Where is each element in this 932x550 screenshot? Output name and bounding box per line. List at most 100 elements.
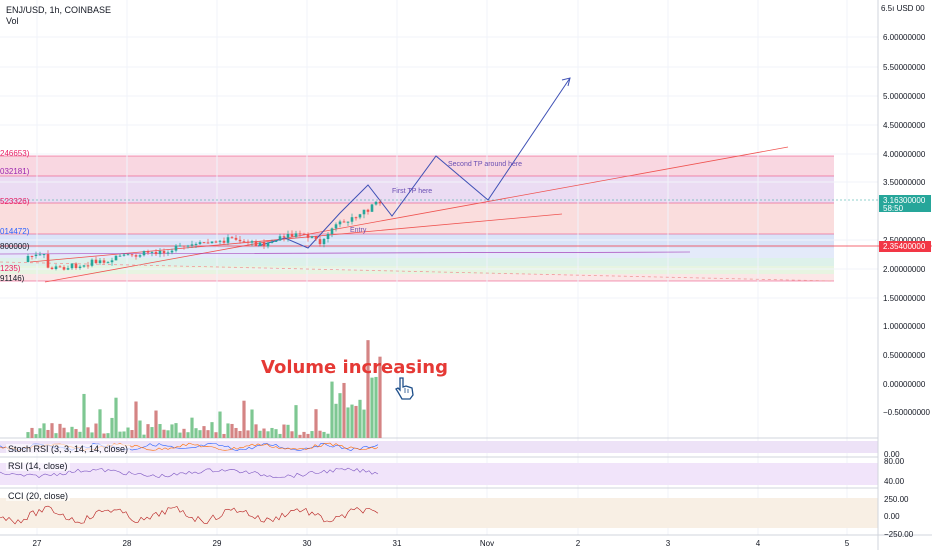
candle-body bbox=[258, 242, 262, 247]
candle-body bbox=[126, 254, 130, 256]
volume-bar bbox=[222, 433, 226, 438]
candle-body bbox=[338, 221, 342, 225]
candle-body bbox=[178, 245, 182, 247]
candle-body bbox=[170, 250, 174, 253]
stoch-rsi-label[interactable]: Stoch RSI (3, 3, 14, 14, close) bbox=[6, 444, 131, 454]
volume-bar bbox=[246, 430, 250, 438]
cci-tick-neg250: −250.00 bbox=[884, 530, 914, 539]
volume-bar bbox=[178, 432, 182, 438]
volume-bar bbox=[126, 427, 130, 438]
volume-label: Vol bbox=[6, 16, 19, 26]
candle-body bbox=[206, 242, 210, 244]
candle-body bbox=[66, 268, 70, 270]
volume-bar bbox=[46, 429, 50, 438]
candle-body bbox=[166, 252, 170, 254]
candle-body bbox=[30, 255, 34, 257]
volume-bar bbox=[354, 405, 358, 438]
level-label-2: 032181) bbox=[0, 167, 30, 176]
cci-line bbox=[0, 505, 379, 525]
projection-arrowhead bbox=[561, 77, 571, 87]
candle-body bbox=[146, 251, 150, 253]
price-tick: 2.50000000 bbox=[883, 236, 926, 245]
countdown-value: 58:50 bbox=[883, 204, 904, 213]
rsi-tick-80: 80.00 bbox=[884, 457, 905, 466]
time-tick: 30 bbox=[303, 539, 312, 548]
volume-bar bbox=[238, 430, 242, 438]
candle-body bbox=[158, 250, 162, 255]
cci-label[interactable]: CCI (20, close) bbox=[6, 491, 71, 501]
rsi-line bbox=[0, 467, 379, 479]
volume-bar bbox=[58, 423, 62, 438]
price-tick: 5.00000000 bbox=[883, 92, 926, 101]
candle-body bbox=[354, 217, 358, 219]
volume-bar bbox=[198, 430, 202, 438]
trendline-flat[interactable] bbox=[0, 251, 691, 255]
volume-bar bbox=[250, 409, 254, 438]
current-price-badge bbox=[879, 195, 931, 212]
volume-bar bbox=[274, 429, 278, 438]
candle-body bbox=[230, 237, 234, 239]
volume-bar bbox=[130, 430, 134, 438]
volume-bar bbox=[110, 417, 114, 438]
volume-bar bbox=[230, 423, 234, 438]
rsi-tick-40: 40.00 bbox=[884, 477, 905, 486]
candle-body bbox=[250, 241, 254, 243]
volume-bar bbox=[338, 393, 342, 438]
volume-bar bbox=[142, 434, 146, 438]
zone-red bbox=[0, 203, 834, 234]
volume-bar bbox=[358, 399, 362, 438]
volume-bar bbox=[294, 405, 298, 438]
candle-body bbox=[298, 233, 302, 235]
candle-body bbox=[310, 236, 314, 238]
volume-bar bbox=[374, 376, 378, 438]
chart-symbol-title: ENJ/USD, 1h, COINBASE bbox=[6, 5, 112, 15]
rsi-label[interactable]: RSI (14, close) bbox=[6, 461, 70, 471]
candle-body bbox=[62, 267, 66, 270]
pointing-hand-icon bbox=[395, 377, 414, 400]
volume-bar bbox=[290, 431, 294, 438]
volume-bar bbox=[54, 433, 58, 438]
candle-body bbox=[86, 265, 90, 267]
volume-bar bbox=[314, 409, 318, 438]
price-tick: 3.50000000 bbox=[883, 178, 926, 187]
candle-body bbox=[290, 233, 294, 237]
volume-bar bbox=[218, 411, 222, 438]
volume-bar bbox=[362, 409, 366, 438]
candle-body bbox=[94, 259, 98, 263]
volume-bar bbox=[50, 423, 54, 438]
candle-body bbox=[150, 251, 154, 253]
volume-bar bbox=[102, 433, 106, 438]
volume-bar bbox=[74, 429, 78, 438]
volume-bar bbox=[70, 426, 74, 438]
candle-body bbox=[262, 242, 266, 247]
candle-body bbox=[194, 243, 198, 245]
volume-increasing-annotation: Volume increasing bbox=[261, 357, 448, 378]
trendline-rising[interactable] bbox=[44, 146, 789, 283]
price-tick: 5.50000000 bbox=[883, 63, 926, 72]
level-label-1: 246653) bbox=[0, 149, 30, 158]
time-tick: Nov bbox=[480, 539, 494, 548]
candle-body bbox=[202, 242, 206, 244]
current-price-value: 3.16300000 bbox=[883, 196, 926, 205]
candle-body bbox=[122, 254, 126, 256]
volume-bar bbox=[26, 432, 30, 438]
projection-path[interactable] bbox=[257, 77, 571, 249]
candle-body bbox=[294, 233, 298, 237]
volume-bar bbox=[42, 423, 46, 438]
volume-bar bbox=[258, 430, 262, 438]
candle-body bbox=[182, 245, 186, 247]
volume-bar bbox=[38, 428, 42, 438]
volume-bar bbox=[170, 424, 174, 438]
trendline-dashed[interactable] bbox=[0, 261, 835, 282]
candle-body bbox=[90, 259, 94, 266]
candle-body bbox=[254, 241, 258, 247]
volume-bar bbox=[346, 407, 350, 438]
volume-bar bbox=[350, 404, 354, 438]
volume-tick: −0.50000000 bbox=[883, 408, 930, 417]
candle-body bbox=[306, 234, 310, 238]
zone-bottom bbox=[0, 274, 834, 281]
volume-bar bbox=[162, 429, 166, 438]
candle-body bbox=[162, 250, 166, 254]
volume-bar bbox=[266, 431, 270, 438]
